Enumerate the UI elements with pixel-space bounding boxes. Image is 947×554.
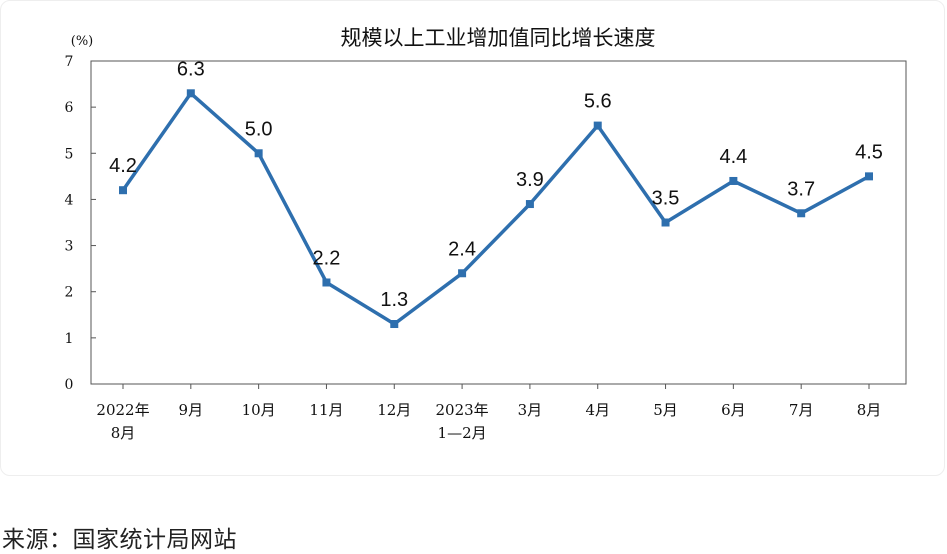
data-point bbox=[322, 278, 331, 287]
x-tick-label: 1—2月 bbox=[438, 424, 487, 442]
data-label: 3.9 bbox=[516, 169, 544, 191]
x-tick-label: 6月 bbox=[721, 401, 746, 419]
x-tick-label: 9月 bbox=[179, 401, 204, 419]
data-label: 4.5 bbox=[855, 141, 883, 163]
data-label: 2.4 bbox=[448, 238, 476, 260]
data-point bbox=[593, 121, 602, 130]
y-tick-label: 3 bbox=[65, 239, 74, 255]
x-tick-label: 7月 bbox=[789, 401, 814, 419]
series-line bbox=[121, 91, 870, 326]
x-tick-label: 12月 bbox=[377, 401, 411, 419]
x-tick-label: 2022年 bbox=[96, 401, 149, 419]
data-point bbox=[254, 149, 263, 158]
data-label: 4.4 bbox=[719, 146, 747, 168]
data-label: 3.5 bbox=[652, 188, 680, 210]
y-tick-label: 0 bbox=[65, 377, 74, 393]
data-label: 4.2 bbox=[109, 155, 137, 177]
x-tick-label: 3月 bbox=[518, 401, 543, 419]
data-label: 3.7 bbox=[787, 178, 815, 200]
data-label: 1.3 bbox=[380, 289, 408, 311]
plot-area-frame bbox=[90, 60, 907, 385]
data-point bbox=[186, 89, 195, 98]
y-tick-label: 5 bbox=[65, 146, 74, 162]
y-unit-label: (%) bbox=[71, 34, 94, 49]
chart-card: 规模以上工业增加值同比增长速度 (%) 0 1 2 3 4 5 6 7 2022年 8月 9月 10月 11… bbox=[0, 0, 945, 476]
y-tick-label: 7 bbox=[65, 54, 74, 70]
x-tick-label: 11月 bbox=[309, 401, 343, 419]
y-tick-label: 4 bbox=[65, 192, 74, 208]
x-tick-label: 4月 bbox=[585, 401, 610, 419]
data-label: 5.6 bbox=[584, 91, 612, 113]
data-point bbox=[119, 186, 127, 195]
data-point bbox=[865, 172, 873, 181]
line-chart: 规模以上工业增加值同比增长速度 (%) 0 1 2 3 4 5 6 7 2022年 8月 9月 10月 11… bbox=[65, 26, 907, 442]
source-note: 来源：国家统计局网站 bbox=[2, 527, 237, 553]
data-label: 6.3 bbox=[177, 58, 205, 80]
y-tick-label: 1 bbox=[65, 331, 74, 347]
y-tick-label: 2 bbox=[65, 285, 74, 301]
data-label: 2.2 bbox=[313, 247, 341, 269]
x-tick-label: 8月 bbox=[857, 401, 882, 419]
x-tick-label: 10月 bbox=[242, 401, 276, 419]
chart-title: 规模以上工业增加值同比增长速度 bbox=[341, 26, 656, 50]
data-label: 5.0 bbox=[245, 118, 273, 140]
x-tick-label: 5月 bbox=[653, 401, 678, 419]
data-point bbox=[729, 176, 738, 185]
data-point bbox=[458, 269, 467, 278]
data-point bbox=[525, 200, 534, 209]
data-point bbox=[390, 320, 399, 329]
data-point bbox=[661, 218, 670, 227]
x-tick-label: 8月 bbox=[111, 424, 136, 442]
x-tick-label: 2023年 bbox=[435, 401, 488, 419]
y-tick-label: 6 bbox=[65, 100, 74, 116]
data-point bbox=[797, 209, 806, 218]
